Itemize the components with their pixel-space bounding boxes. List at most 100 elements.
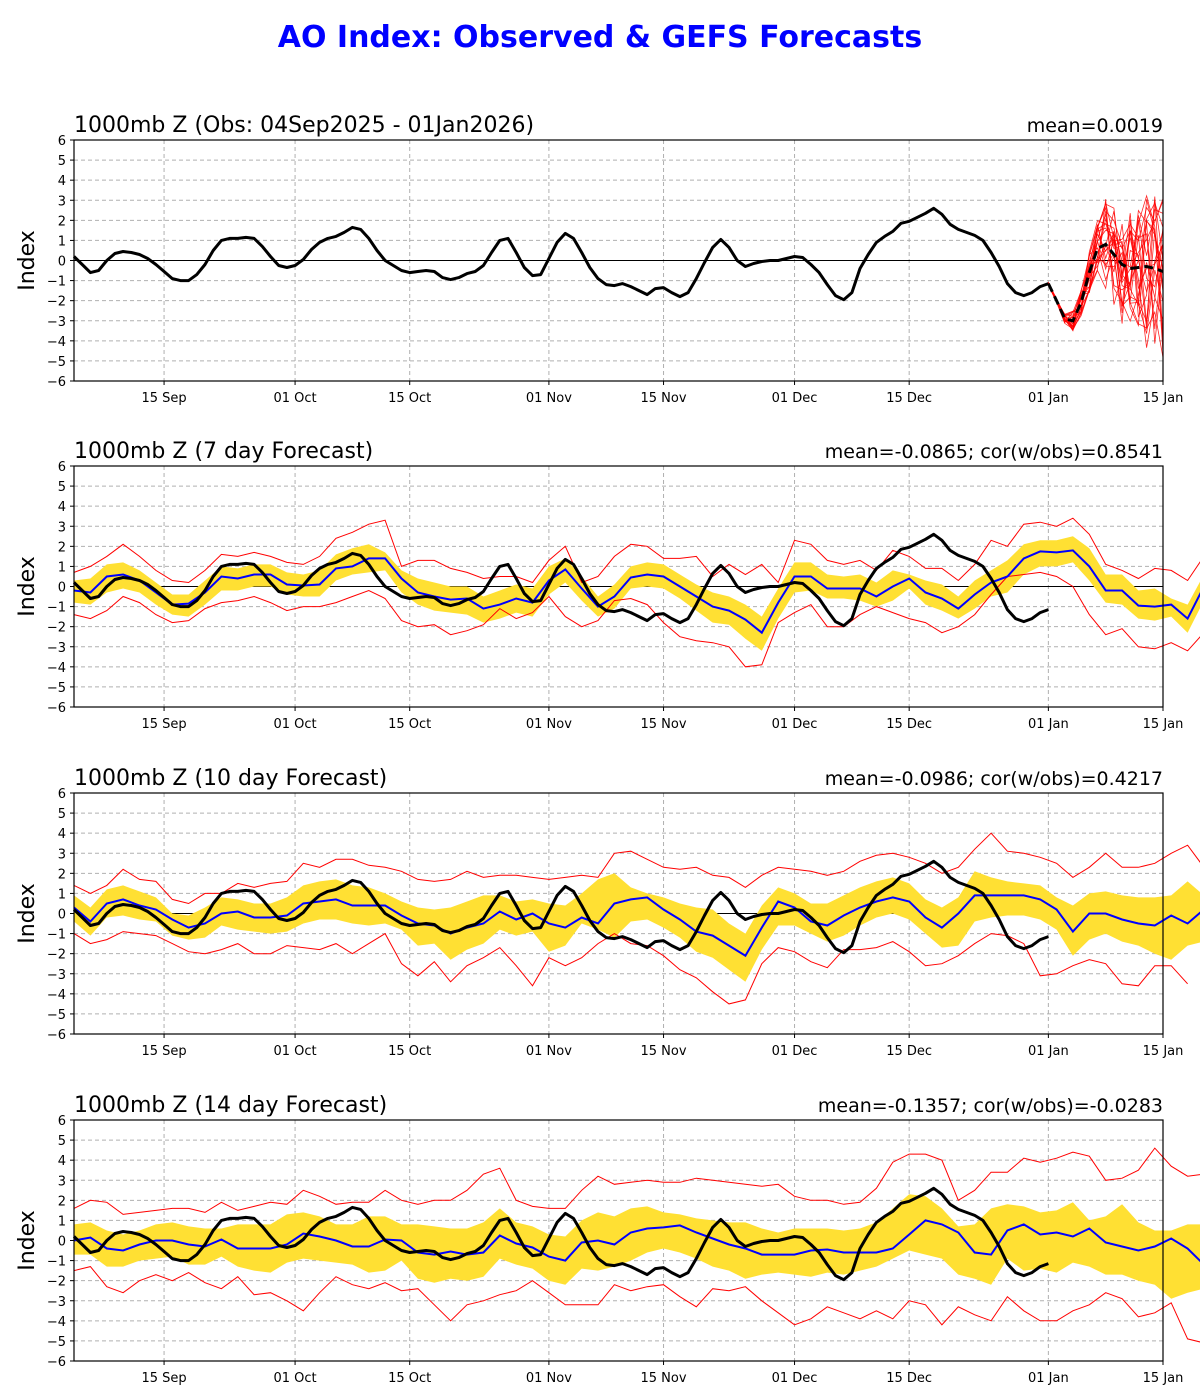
y-tick-label: 1: [58, 560, 66, 575]
x-tick-label: 15 Nov: [641, 1044, 687, 1059]
x-tick-label: 15 Oct: [388, 391, 431, 406]
x-tick-label: 15 Sep: [141, 1371, 186, 1386]
panel-stats: mean=-0.1357; cor(w/obs)=-0.0283: [818, 1095, 1163, 1117]
observed-line: [72, 1186, 1049, 1282]
y-tick-label: 2: [58, 867, 66, 882]
y-tick-label: 5: [58, 154, 66, 169]
y-tick-label: 2: [58, 1194, 66, 1209]
ensemble-member-line: [1048, 210, 1164, 315]
panel-stats: mean=0.0019: [1027, 115, 1163, 137]
y-tick-label: −3: [47, 315, 66, 330]
figure-title: AO Index: Observed & GEFS Forecasts: [277, 20, 923, 55]
x-tick-label: 01 Jan: [1028, 717, 1069, 732]
y-tick-label: −4: [47, 1315, 66, 1330]
y-tick-label: 4: [58, 1154, 66, 1169]
y-tick-label: 4: [58, 827, 66, 842]
y-tick-label: −2: [47, 1275, 66, 1290]
x-tick-label: 15 Oct: [388, 1044, 431, 1059]
y-tick-label: −3: [47, 641, 66, 656]
x-tick-label: 01 Nov: [526, 1044, 572, 1059]
x-tick-label: 15 Dec: [886, 1371, 932, 1386]
panel-stats: mean=-0.0865; cor(w/obs)=0.8541: [825, 441, 1163, 463]
y-tick-label: 5: [58, 807, 66, 822]
y-tick-label: −5: [47, 1008, 66, 1023]
panel-4: 1000mb Z (14 day Forecast) mean=-0.1357; …: [15, 1093, 1200, 1386]
x-tick-label: 01 Dec: [772, 1371, 818, 1386]
max-member-line: [73, 517, 1200, 584]
x-tick-label: 01 Oct: [273, 717, 316, 732]
x-tick-label: 15 Jan: [1143, 391, 1184, 406]
x-tick-label: 15 Jan: [1143, 1371, 1184, 1386]
ensemble-mean-line: [73, 894, 1200, 958]
ensemble-member-line: [1048, 220, 1164, 353]
x-tick-label: 15 Jan: [1143, 717, 1184, 732]
min-member-line: [73, 571, 1200, 668]
panel-stats: mean=-0.0986; cor(w/obs)=0.4217: [825, 768, 1163, 790]
gefs-mean-forecast-line: [1047, 242, 1164, 323]
x-tick-label: 15 Sep: [141, 717, 186, 732]
x-tick-label: 01 Dec: [772, 391, 818, 406]
y-tick-label: −1: [47, 928, 66, 943]
y-tick-label: 3: [58, 847, 66, 862]
x-tick-label: 01 Nov: [526, 1371, 572, 1386]
axes-frame: [73, 792, 1164, 1035]
x-tick-label: 01 Oct: [273, 1044, 316, 1059]
y-tick-label: 4: [58, 500, 66, 515]
x-tick-label: 15 Oct: [388, 1371, 431, 1386]
y-tick-label: −1: [47, 1255, 66, 1270]
y-tick-label: −3: [47, 1295, 66, 1310]
y-tick-label: −2: [47, 295, 66, 310]
x-tick-label: 01 Dec: [772, 717, 818, 732]
x-tick-label: 15 Dec: [886, 717, 932, 732]
y-tick-label: −6: [47, 1028, 66, 1043]
y-tick-label: 1: [58, 887, 66, 902]
max-member-line: [73, 832, 1200, 905]
x-tick-label: 15 Nov: [641, 391, 687, 406]
x-tick-label: 15 Sep: [141, 1044, 186, 1059]
x-tick-label: 15 Sep: [141, 391, 186, 406]
panel-1: 1000mb Z (Obs: 04Sep2025 - 01Jan2026) mea…: [15, 113, 1183, 406]
axes-frame: [73, 139, 1164, 382]
y-tick-label: −3: [47, 968, 66, 983]
y-tick-label: −4: [47, 661, 66, 676]
y-tick-label: 6: [58, 460, 66, 475]
spread-band: [74, 871, 1200, 982]
y-tick-label: 3: [58, 520, 66, 535]
panel-title: 1000mb Z (Obs: 04Sep2025 - 01Jan2026): [74, 113, 534, 138]
panel-3: 1000mb Z (10 day Forecast) mean=-0.0986; …: [15, 766, 1200, 1059]
y-tick-label: 1: [58, 234, 66, 249]
observed-line: [72, 532, 1049, 628]
y-axis-label: Index: [15, 556, 40, 617]
y-tick-label: −1: [47, 275, 66, 290]
x-tick-label: 01 Oct: [273, 391, 316, 406]
y-tick-label: 6: [58, 787, 66, 802]
panel-title: 1000mb Z (10 day Forecast): [74, 766, 387, 791]
y-tick-label: −4: [47, 335, 66, 350]
x-tick-label: 01 Oct: [273, 1371, 316, 1386]
observed-line: [72, 206, 1049, 302]
x-tick-label: 15 Dec: [886, 1044, 932, 1059]
y-tick-label: −6: [47, 1355, 66, 1370]
x-tick-label: 01 Nov: [526, 391, 572, 406]
ensemble-member-line: [1048, 209, 1164, 331]
x-tick-label: 01 Jan: [1028, 391, 1069, 406]
y-tick-label: −2: [47, 948, 66, 963]
min-member-line: [73, 931, 1188, 1005]
observed-line: [72, 859, 1049, 955]
y-tick-label: −5: [47, 355, 66, 370]
y-tick-label: 4: [58, 174, 66, 189]
y-tick-label: −4: [47, 988, 66, 1003]
y-tick-label: 1: [58, 1214, 66, 1229]
y-tick-label: 3: [58, 1174, 66, 1189]
y-tick-label: −6: [47, 701, 66, 716]
x-tick-label: 01 Dec: [772, 1044, 818, 1059]
x-tick-label: 15 Dec: [886, 391, 932, 406]
panel-2: 1000mb Z (7 day Forecast) mean=-0.0865; c…: [15, 439, 1200, 732]
x-tick-label: 15 Nov: [641, 1371, 687, 1386]
y-tick-label: 2: [58, 540, 66, 555]
panel-title: 1000mb Z (14 day Forecast): [74, 1093, 387, 1118]
y-tick-label: 5: [58, 480, 66, 495]
y-tick-label: 0: [58, 908, 66, 923]
y-tick-label: 3: [58, 194, 66, 209]
x-tick-label: 15 Oct: [388, 717, 431, 732]
